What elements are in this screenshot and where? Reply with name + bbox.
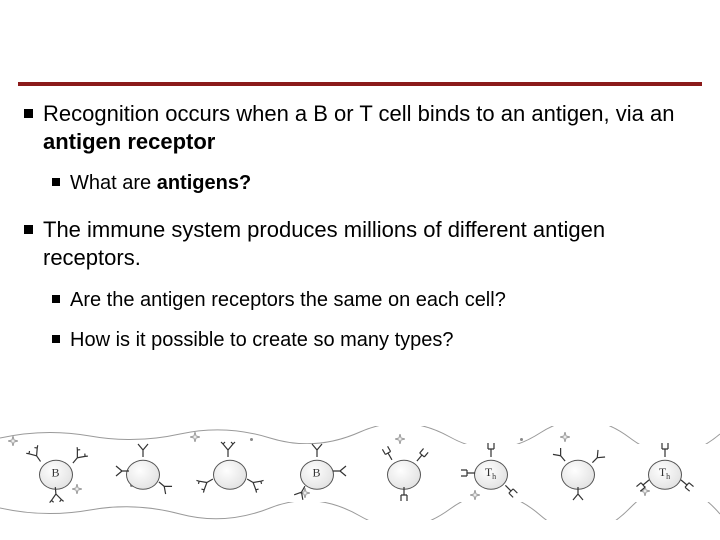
cell-label: B xyxy=(51,466,59,481)
cell-generic xyxy=(548,445,608,501)
bullet-marker xyxy=(24,109,33,118)
cell-label: Th xyxy=(485,465,496,481)
bullet-item: What are antigens? xyxy=(52,170,696,196)
cell-th: Th xyxy=(461,445,521,501)
bullet-marker xyxy=(52,178,60,186)
receptor-icon xyxy=(220,441,236,457)
bullet-item: Recognition occurs when a B or T cell bi… xyxy=(24,100,696,156)
cell-th: Th xyxy=(635,445,695,501)
cells-row: B B xyxy=(0,440,720,506)
bullet-text: What are antigens? xyxy=(70,170,251,196)
receptor-icon xyxy=(459,465,475,481)
bullet-item: The immune system produces millions of d… xyxy=(24,216,696,272)
receptor-icon xyxy=(570,487,586,503)
cell-label: B xyxy=(312,466,320,481)
cell-label: Th xyxy=(659,465,670,481)
receptor-icon xyxy=(47,486,64,503)
cell-generic xyxy=(374,445,434,501)
bullet-marker xyxy=(52,295,60,303)
receptor-icon xyxy=(309,441,325,457)
bullet-item: How is it possible to create so many typ… xyxy=(52,327,696,353)
cell-body xyxy=(213,460,247,490)
bullet-item: Are the antigen receptors the same on ea… xyxy=(52,287,696,313)
cell-body xyxy=(387,460,421,490)
bullet-text: The immune system produces millions of d… xyxy=(43,216,696,272)
receptor-icon xyxy=(66,446,89,469)
bullet-marker xyxy=(24,225,33,234)
cell-generic xyxy=(113,445,173,501)
slide-content: Recognition occurs when a B or T cell bi… xyxy=(24,100,696,367)
receptor-icon xyxy=(135,441,151,457)
cell-b: B xyxy=(287,445,347,501)
bullet-text: Are the antigen receptors the same on ea… xyxy=(70,287,506,313)
bullet-text: How is it possible to create so many typ… xyxy=(70,327,454,353)
cell-b: B xyxy=(26,445,86,501)
header-rule xyxy=(18,82,702,86)
receptor-icon xyxy=(333,463,349,479)
cell-body xyxy=(561,460,595,490)
receptor-icon xyxy=(113,463,129,479)
receptor-icon xyxy=(396,487,412,503)
cells-illustration: B B xyxy=(0,426,720,520)
receptor-icon xyxy=(657,441,673,457)
cell-generic xyxy=(200,445,260,501)
bullet-text: Recognition occurs when a B or T cell bi… xyxy=(43,100,696,156)
receptor-icon xyxy=(483,441,499,457)
bullet-marker xyxy=(52,335,60,343)
